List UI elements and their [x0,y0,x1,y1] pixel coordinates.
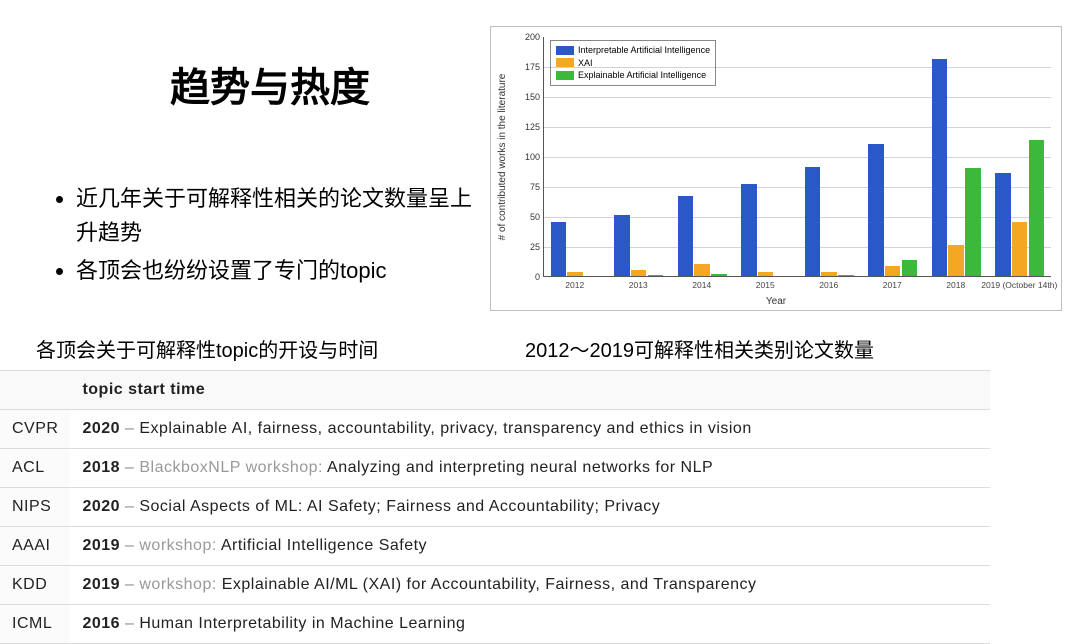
table-caption: 各顶会关于可解释性topic的开设与时间 [36,334,378,363]
table-cell-conference: NIPS [0,488,70,527]
chart-bar [995,173,1011,276]
legend-swatch [556,71,574,80]
chart-xlabel: Year [766,296,786,307]
chart-ytick: 75 [514,182,540,192]
chart-ytick: 25 [514,242,540,252]
chart-bar [551,222,567,276]
table-cell-topic: 2020 – Explainable AI, fairness, account… [70,410,990,449]
table-row: KDD2019 – workshop: Explainable AI/ML (X… [0,566,990,605]
chart-bar [885,266,901,276]
chart-xtick: 2015 [756,280,775,290]
table-cell-conference: ACL [0,449,70,488]
chart-xtick: 2019 (October 14th) [981,280,1057,290]
table-cell-conference: KDD [0,566,70,605]
chart-bar [741,184,757,276]
chart-ytick: 175 [514,62,540,72]
chart-bar [948,245,964,276]
chart-xtick: 2013 [629,280,648,290]
bullet-item: 各顶会也纷纷设置了专门的topic [76,254,476,288]
chart-bar [711,274,727,276]
chart-bar [1029,140,1045,276]
table-row: NIPS2020 – Social Aspects of ML: AI Safe… [0,488,990,527]
chart-bar [805,167,821,276]
table-row: ACL2018 – BlackboxNLP workshop: Analyzin… [0,449,990,488]
slide: 趋势与热度 近几年关于可解释性相关的论文数量呈上升趋势 各顶会也纷纷设置了专门的… [0,0,1080,641]
table-cell-conference: ICML [0,605,70,644]
table-cell-topic: 2019 – workshop: Explainable AI/ML (XAI)… [70,566,990,605]
table-row: ICML2016 – Human Interpretability in Mac… [0,605,990,644]
bar-chart: # of contributed works in the literature… [490,26,1062,311]
chart-ytick: 50 [514,212,540,222]
chart-xtick: 2018 [946,280,965,290]
bullet-list: 近几年关于可解释性相关的论文数量呈上升趋势 各顶会也纷纷设置了专门的topic [36,182,476,292]
table-cell-topic: 2019 – workshop: Artificial Intelligence… [70,527,990,566]
chart-xtick: 2014 [692,280,711,290]
chart-bar [821,272,837,276]
chart-ytick: 0 [514,272,540,282]
table-header-topic: topic start time [70,371,990,410]
chart-gridline [544,97,1051,98]
legend-label: Interpretable Artificial Intelligence [578,44,710,57]
chart-bar [758,272,774,276]
legend-label: Explainable Artificial Intelligence [578,69,706,82]
chart-ytick: 150 [514,92,540,102]
page-title: 趋势与热度 [170,55,370,113]
bullet-item: 近几年关于可解释性相关的论文数量呈上升趋势 [76,182,476,250]
table-row: CVPR2020 – Explainable AI, fairness, acc… [0,410,990,449]
table-cell-conference: CVPR [0,410,70,449]
conference-table: topic start time CVPR2020 – Explainable … [0,370,990,644]
chart-bar [965,168,981,276]
chart-bar [694,264,710,276]
chart-plot-area: Interpretable Artificial IntelligenceXAI… [543,37,1051,277]
chart-legend: Interpretable Artificial IntelligenceXAI… [550,40,716,86]
chart-bar [648,275,664,276]
chart-caption: 2012～2019可解释性相关类别论文数量 [525,334,874,363]
chart-bar [838,275,854,276]
chart-bar [868,144,884,276]
chart-ytick: 200 [514,32,540,42]
legend-item: Explainable Artificial Intelligence [556,69,710,82]
chart-bar [631,270,647,276]
chart-bar [932,59,948,276]
legend-item: Interpretable Artificial Intelligence [556,44,710,57]
table-cell-topic: 2016 – Human Interpretability in Machine… [70,605,990,644]
chart-bar [567,272,583,276]
chart-bar [678,196,694,276]
table-cell-topic: 2018 – BlackboxNLP workshop: Analyzing a… [70,449,990,488]
chart-gridline [544,67,1051,68]
chart-ytick: 100 [514,152,540,162]
chart-gridline [544,157,1051,158]
chart-bar [1012,222,1028,276]
chart-xtick: 2012 [565,280,584,290]
table-row: AAAI2019 – workshop: Artificial Intellig… [0,527,990,566]
chart-ylabel: # of contributed works in the literature [497,74,508,241]
chart-gridline [544,127,1051,128]
legend-swatch [556,46,574,55]
table-header-blank [0,371,70,410]
table-cell-topic: 2020 – Social Aspects of ML: AI Safety; … [70,488,990,527]
chart-ytick: 125 [514,122,540,132]
chart-xtick: 2016 [819,280,838,290]
chart-xtick: 2017 [883,280,902,290]
chart-bar [902,260,918,276]
table-cell-conference: AAAI [0,527,70,566]
chart-bar [614,215,630,276]
